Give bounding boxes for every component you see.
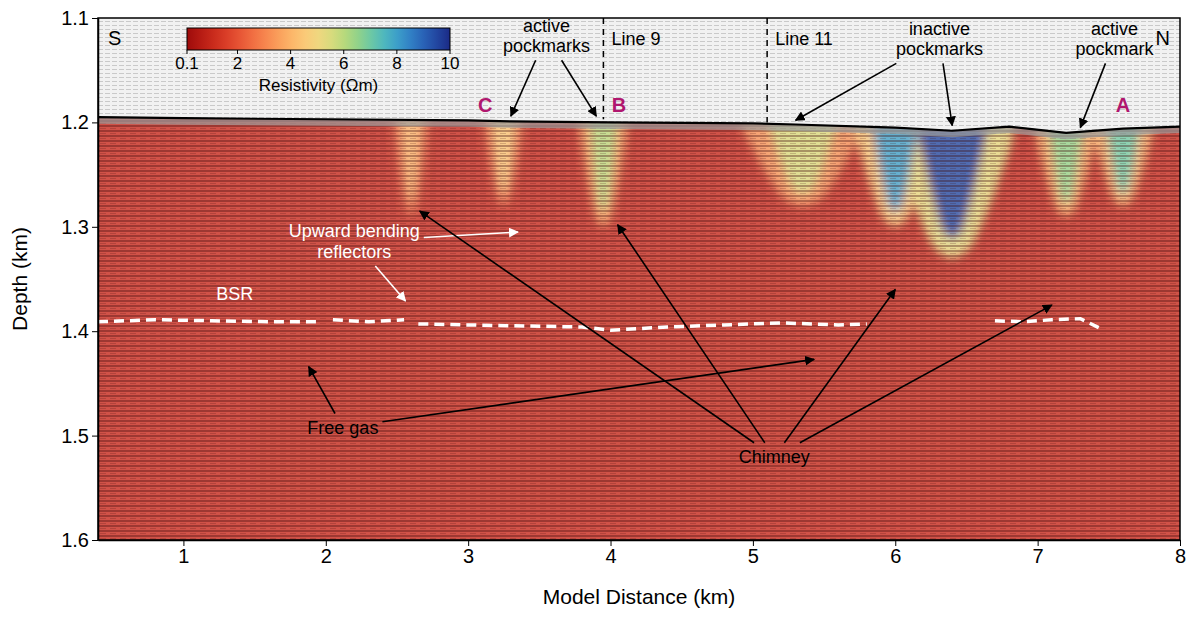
colorbar-tick-label: 0.1 [175,54,199,73]
annotation-text: active [523,16,570,36]
annotation-text: pockmarks [503,36,590,56]
plot-area [98,18,1180,540]
annotation-arrow [375,266,405,301]
sediment [98,18,1180,540]
x-axis-title: Model Distance (km) [543,585,736,608]
bsr-line [98,319,1102,330]
annotation-text: inactive [909,19,970,39]
end-label: S [108,27,121,49]
annotation: inactivepockmarks [796,19,983,126]
annotation-text: BSR [216,284,253,304]
y-tick-label: 1.1 [61,7,89,29]
x-tick-label: 3 [463,545,474,567]
annotation-arrow [1080,63,1105,127]
y-tick: 1.6 [61,529,98,551]
water-column [98,18,1180,540]
figure: 1 2 3 4 5 6 7 8 1.1 1.2 1.3 1.4 1.5 1.6 Model Distance… [0,0,1197,619]
y-tick-label: 1.2 [61,111,89,133]
survey-line [766,18,768,122]
seismic-reflectors [98,18,1180,540]
y-axis: 1.1 1.2 1.3 1.4 1.5 1.6 [61,7,98,551]
x-tick-label: 4 [605,545,616,567]
annotation-text: reflectors [317,242,391,262]
x-tick: 3 [463,540,474,567]
site-label: B [612,94,626,116]
annotation-text: Chimney [739,447,810,467]
seafloor-line [98,117,1180,133]
y-tick-mark [92,331,98,332]
sediment-base [98,18,1180,540]
y-tick-mark [92,436,98,437]
y-axis-title: Depth (km) [8,227,31,331]
annotation-arrow [424,232,518,238]
colorbar-ramp [187,28,450,50]
annotation-text: Free gas [307,418,378,438]
site-label: C [478,94,492,116]
annotation: Upward bendingreflectors [289,221,518,301]
x-tick-label: 7 [1033,545,1044,567]
x-tick: 6 [890,540,901,567]
x-tick-label: 5 [748,545,759,567]
site-label: A [1116,94,1130,116]
survey-line-label: Line 9 [611,29,660,49]
annotation-arrow [420,211,754,443]
annotation-text: pockmark [1075,39,1154,59]
y-tick-label: 1.4 [61,320,89,342]
colorbar: 0.1 2 4 6 8 10 Resistivity (Ωm) [175,28,459,95]
annotation-arrow [382,359,814,421]
x-tick-label: 8 [1175,545,1186,567]
resistivity-background [98,18,1180,540]
x-tick: 4 [605,540,616,567]
y-tick: 1.2 [61,111,98,133]
x-tick: 2 [321,540,332,567]
y-tick-label: 1.5 [61,425,89,447]
y-tick: 1.5 [61,425,98,447]
annotation-arrow [511,60,536,116]
y-tick-mark [92,122,98,123]
x-axis: 1 2 3 4 5 6 7 8 [99,540,1187,567]
annotation-arrow [562,60,597,116]
x-tick: 7 [1033,540,1044,567]
colorbar-tick-label: 6 [339,54,348,73]
annotation-arrow [309,367,335,414]
annotation-arrow [943,63,952,125]
annotation-text: Upward bending [289,221,420,241]
end-label: N [1156,27,1170,49]
survey-line [603,18,605,119]
colorbar-tick-label: 4 [286,54,295,73]
y-tick-mark [92,227,98,228]
colorbar-tick-label: 8 [392,54,401,73]
colorbar-tick-label: 2 [233,54,242,73]
y-tick-mark [92,18,98,19]
annotation: activepockmark [1075,19,1154,128]
x-tick: 1 [178,540,189,567]
annotation-text: active [1091,19,1138,39]
colorbar-title: Resistivity (Ωm) [259,76,378,95]
annotation-arrow [800,305,1052,443]
annotation-arrow [796,63,897,120]
x-tick: 5 [748,540,759,567]
y-tick: 1.3 [61,216,98,238]
x-tick-label: 1 [178,545,189,567]
annotation: activepockmarks [503,16,596,117]
plot-frame [98,18,1180,540]
annotation-text: pockmarks [896,39,983,59]
annotation: Chimney [420,211,1052,467]
survey-line-label: Line 11 [775,29,833,49]
x-tick-label: 6 [890,545,901,567]
y-tick: 1.4 [61,320,98,342]
annotation: BSR [216,284,253,304]
resistivity-layer [98,18,1180,540]
annotation-arrow [618,225,765,443]
y-tick-label: 1.6 [61,529,89,551]
annotation: Free gas [307,359,814,437]
annotation-arrow [784,289,895,442]
colorbar-tick-label: 10 [441,54,460,73]
x-tick: 8 [1175,540,1186,567]
y-tick-label: 1.3 [61,216,89,238]
x-tick-label: 2 [321,545,332,567]
y-tick-mark [92,540,98,541]
y-tick: 1.1 [61,7,98,29]
